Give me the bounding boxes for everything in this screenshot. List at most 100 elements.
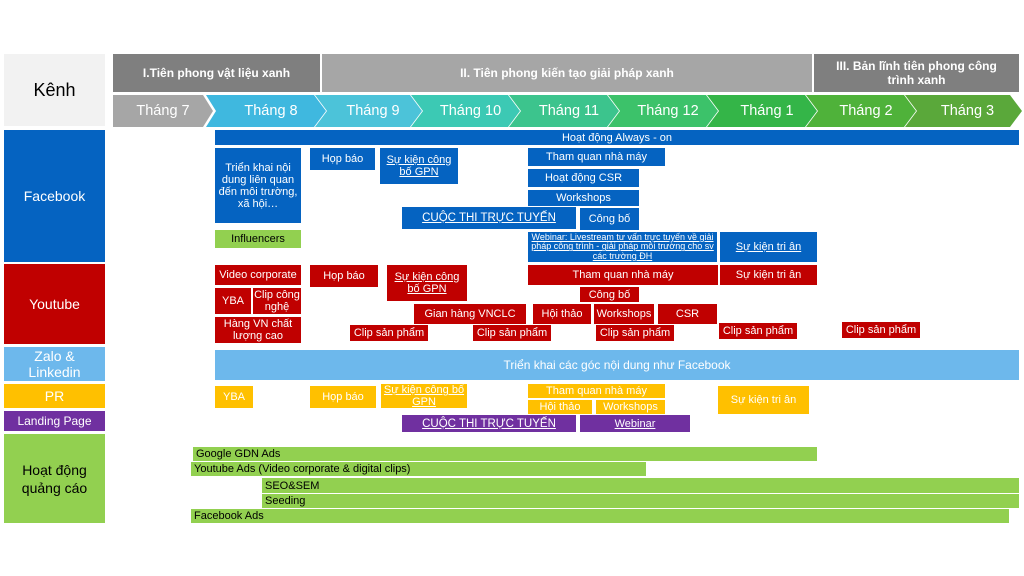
landing-cuoc-thi-label: CUỘC THI TRỰC TUYẾN [422,417,556,430]
month-1: Tháng 1 [717,95,817,127]
fb-webinar: Webinar: Livestream tư vấn trực tuyến về… [528,232,717,262]
ads-google-gdn: Google GDN Ads [193,447,817,461]
yt-tham-quan-label: Tham quan nhà máy [572,269,674,281]
yt-video-corporate: Video corporate [215,265,301,285]
fb-workshops: Workshops [528,190,639,206]
yt-csr: CSR [658,304,717,324]
ads-seeding-label: Seeding [265,495,306,507]
yt-yba: YBA [215,288,251,314]
ads-google-gdn-label: Google GDN Ads [196,448,281,460]
fb-influencers-label: Influencers [231,233,285,245]
month-7: Tháng 7 [113,95,213,127]
yt-video-corporate-label: Video corporate [219,269,297,281]
fb-cong-bo-label: Công bố [588,213,631,225]
fb-cong-bo: Công bố [580,208,639,230]
fb-workshops-label: Workshops [556,192,611,204]
month-9: Tháng 9 [324,95,422,127]
phase-1-label: I.Tiên phong vật liệu xanh [142,66,291,80]
yt-gian-hang-label: Gian hàng VNCLC [424,308,516,320]
yt-gian-hang: Gian hàng VNCLC [414,304,526,324]
yt-tham-quan: Tham quan nhà máy [528,265,718,285]
yt-clip-sp-4: Clip sản phẩm [719,323,797,339]
yt-clip-sp-1-label: Clip sản phẩm [353,327,425,339]
fb-trien-khai-label: Triển khai nội dung liên quan đến môi tr… [218,161,298,210]
yt-su-kien-gpn-label: Sự kiện công bố GPN [394,271,460,295]
month-chevron-12 [608,95,718,127]
yt-clip-sp-2-label: Clip sản phẩm [476,327,548,339]
month-9-label: Tháng 9 [346,103,400,119]
fb-tham-quan-label: Tham quan nhà máy [546,151,647,163]
yt-hop-bao-label: Họp báo [323,270,365,282]
channel-youtube-label: Youtube [29,296,80,312]
ads-youtube: Youtube Ads (Video corporate & digital c… [191,462,646,476]
pr-su-kien-gpn: Sự kiện công bố GPN [381,384,467,408]
channel-landing: Landing Page [4,411,105,431]
fb-su-kien-gpn: Sự kiện công bố GPN [380,148,458,184]
zalo-trien-khai-label: Triển khai các góc nội dung như Facebook [503,358,731,372]
ads-facebook-label: Facebook Ads [194,510,264,522]
yt-tri-an-label: Sự kiện tri ân [735,269,802,281]
fb-tri-an: Sự kiện tri ân [720,232,817,262]
phase-2: II. Tiên phong kiến tạo giải pháp xanh [322,54,812,92]
month-2-label: Tháng 2 [839,103,893,119]
pr-tham-quan-label: Tham quan nhà máy [546,385,647,397]
fb-always-on-label: Hoạt động Always - on [561,131,673,144]
channel-facebook-label: Facebook [23,188,86,204]
fb-su-kien-gpn-label: Sự kiện công bố GPN [386,154,452,178]
month-3-label: Tháng 3 [940,103,995,119]
pr-hop-bao-label: Họp báo [322,391,364,403]
month-chevron-9 [315,95,422,127]
month-10-label: Tháng 10 [439,103,502,119]
yt-clip-cong-nghe-label: Clip công nghệ [254,289,300,313]
pr-hoi-thao-label: Hội thảo [539,401,581,413]
ads-seeding: Seeding [262,494,1019,508]
yt-clip-sp-5-label: Clip sản phẩm [845,324,917,336]
month-11: Tháng 11 [519,95,619,127]
month-11-label: Tháng 11 [538,103,600,119]
yt-clip-sp-3-label: Clip sản phẩm [599,327,671,339]
channel-landing-label: Landing Page [17,414,92,428]
month-chevron-1 [707,95,817,127]
yt-hoi-thao-label: Hội thảo [541,308,583,320]
pr-hop-bao: Họp báo [310,386,376,408]
yt-clip-sp-1: Clip sản phẩm [350,325,428,341]
channel-zalo-label: Zalo & Linkedin [28,348,81,380]
fb-csr: Hoạt động CSR [528,169,639,187]
fb-trien-khai: Triển khai nội dung liên quan đến môi tr… [215,148,301,223]
yt-clip-cong-nghe: Clip công nghệ [253,288,301,314]
pr-workshops: Workshops [596,400,665,414]
fb-webinar-label: Webinar: Livestream tư vấn trực tuyến về… [531,232,714,261]
kenh-header: Kênh [4,54,105,126]
fb-tham-quan: Tham quan nhà máy [528,148,665,166]
channel-youtube: Youtube [4,264,105,344]
channel-facebook: Facebook [4,130,105,262]
yt-workshops: Workshops [594,304,654,324]
yt-hoi-thao: Hội thảo [533,304,591,324]
pr-yba: YBA [215,386,253,408]
fb-influencers: Influencers [215,230,301,248]
fb-csr-label: Hoạt động CSR [544,172,623,184]
phase-1: I.Tiên phong vật liệu xanh [113,54,320,92]
fb-always-on: Hoạt động Always - on [215,130,1019,145]
yt-yba-label: YBA [221,295,244,307]
pr-yba-label: YBA [222,391,245,403]
fb-tri-an-label: Sự kiện tri ân [735,241,802,253]
month-12: Tháng 12 [618,95,718,127]
pr-tri-an: Sự kiện tri ân [718,386,809,414]
channel-ads-label: Hoạt động quảng cáo [21,461,88,496]
yt-workshops-label: Workshops [596,308,652,320]
month-12-label: Tháng 12 [637,103,699,119]
pr-su-kien-gpn-label: Sự kiện công bố GPN [383,384,465,408]
yt-hop-bao: Họp báo [310,265,378,287]
month-10: Tháng 10 [421,95,520,127]
landing-webinar-label: Webinar [614,417,656,430]
month-chevron-2 [806,95,916,127]
yt-hang-vn-label: Hàng VN chất lượng cao [223,318,293,342]
month-3: Tháng 3 [915,95,1020,127]
month-chevron-8 [206,95,326,127]
channel-pr-label: PR [44,388,65,404]
pr-tham-quan: Tham quan nhà máy [528,384,665,398]
channel-zalo: Zalo & Linkedin [4,347,105,381]
zalo-trien-khai: Triển khai các góc nội dung như Facebook [215,350,1019,380]
pr-hoi-thao: Hội thảo [528,400,592,414]
